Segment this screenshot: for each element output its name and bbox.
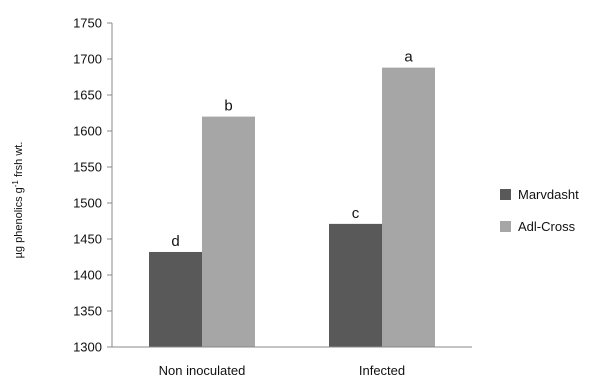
bar-data-label: b xyxy=(224,98,232,115)
y-tick-label: 1700 xyxy=(73,52,102,67)
bars xyxy=(149,67,435,347)
y-axis-ticks: 1300 1350 1400 1450 1500 1550 1600 1650 1700 1750 xyxy=(73,16,112,355)
legend-label: Marvdasht xyxy=(518,187,579,202)
bar-adl-cross-infected xyxy=(382,67,435,347)
bar-data-label: c xyxy=(352,205,360,222)
svg-text:µg phenolics g-1 frsh wt.: µg phenolics g-1 frsh wt. xyxy=(11,142,25,259)
y-tick-label: 1750 xyxy=(73,16,102,31)
y-tick-label: 1550 xyxy=(73,160,102,175)
axes xyxy=(111,23,472,348)
x-axis-categories: Non inoculated Infected xyxy=(159,363,406,378)
y-axis-title-superscript: -1 xyxy=(11,180,20,188)
bar-labels: d b c a xyxy=(171,49,413,250)
y-tick-label: 1300 xyxy=(73,340,102,355)
y-tick-label: 1500 xyxy=(73,196,102,211)
legend-label: Adl-Cross xyxy=(518,219,576,234)
y-tick-label: 1600 xyxy=(73,124,102,139)
bar-adl-cross-non-inoculated xyxy=(202,116,255,347)
bar-data-label: d xyxy=(171,233,179,250)
bar-marvdasht-non-inoculated xyxy=(149,251,202,347)
legend-swatch xyxy=(500,189,511,200)
y-axis-title-tail: frsh wt. xyxy=(13,142,25,181)
bar-marvdasht-infected xyxy=(329,223,382,347)
legend: Marvdasht Adl-Cross xyxy=(500,187,579,234)
y-axis-title: µg phenolics g-1 frsh wt. xyxy=(11,142,25,259)
x-category-label: Infected xyxy=(359,363,405,378)
legend-swatch xyxy=(500,221,511,232)
bar-data-label: a xyxy=(404,49,413,66)
y-axis-title-main: µg phenolics g xyxy=(13,187,25,258)
y-tick-label: 1450 xyxy=(73,232,102,247)
x-category-label: Non inoculated xyxy=(159,363,246,378)
y-tick-label: 1350 xyxy=(73,304,102,319)
y-tick-label: 1650 xyxy=(73,88,102,103)
y-tick-label: 1400 xyxy=(73,268,102,283)
